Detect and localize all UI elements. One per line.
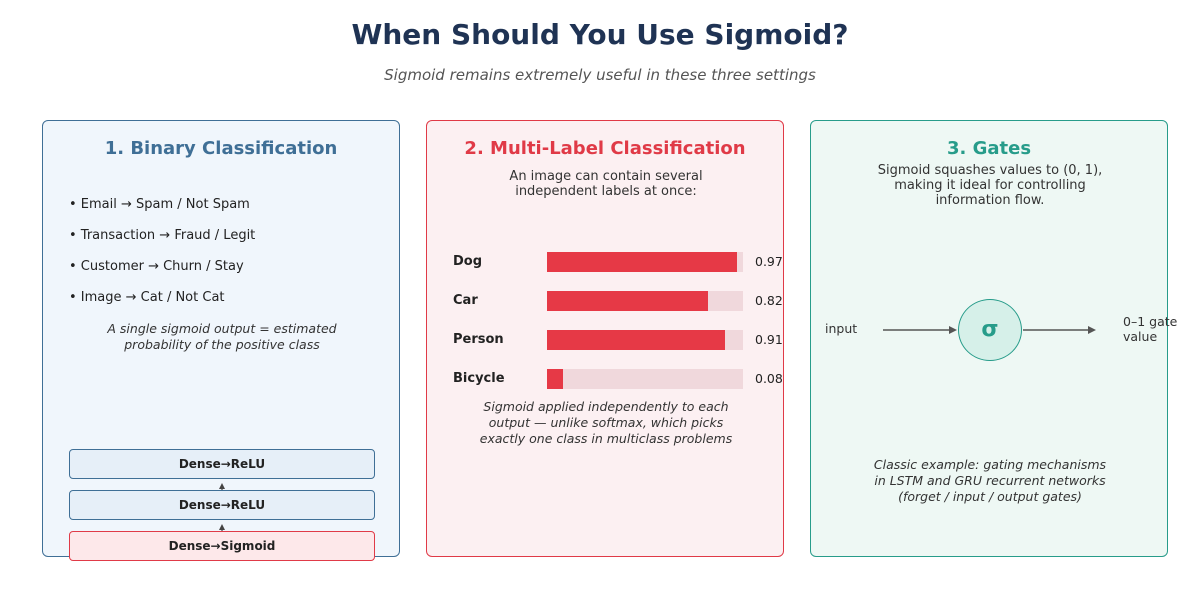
label-bar-row: Person 0.91	[427, 330, 785, 350]
probability-bar-fill	[547, 369, 563, 389]
label-name: Dog	[453, 254, 483, 269]
gates-intro-line: making it ideal for controlling	[894, 178, 1086, 193]
gate-flow-arrows	[883, 326, 1096, 334]
dense-relu-layer-2: Dense→ReLU	[69, 490, 375, 520]
multilabel-intro-line: An image can contain several	[509, 169, 703, 184]
gate-output-line: value	[1123, 329, 1158, 344]
dense-relu-layer-1: Dense→ReLU	[69, 449, 375, 479]
gates-note: Classic example: gating mechanisms in LS…	[831, 457, 1149, 505]
gate-output-line: 0–1 gate	[1123, 314, 1178, 329]
arrow-head-icon	[1088, 326, 1096, 334]
gates-card: 3. Gates Sigmoid squashes values to (0, …	[810, 120, 1177, 557]
gates-card-title: 3. Gates	[946, 138, 1032, 159]
dense-sigmoid-layer: Dense→Sigmoid	[69, 531, 375, 561]
gates-note-line: (forget / input / output gates)	[898, 489, 1082, 504]
probability-bar-fill	[547, 291, 708, 311]
label-name: Car	[453, 293, 478, 308]
sigmoid-node: σ	[958, 299, 1022, 361]
probability-bar-fill	[547, 252, 738, 272]
binary-note: A single sigmoid output = estimated prob…	[63, 321, 381, 353]
page-subtitle: Sigmoid remains extremely useful in thes…	[384, 66, 816, 84]
label-name: Bicycle	[453, 371, 505, 386]
label-name: Person	[453, 332, 504, 347]
probability-value: 0.82	[755, 293, 783, 308]
list-item: • Customer → Churn / Stay	[69, 259, 244, 274]
binary-card-title: 1. Binary Classification	[104, 138, 338, 159]
binary-note-line: A single sigmoid output = estimated	[107, 321, 337, 336]
binary-note-line: probability of the positive class	[124, 337, 320, 352]
multilabel-classification-card: 2. Multi-Label Classification An image c…	[426, 120, 784, 557]
probability-bar-track	[547, 369, 743, 389]
arrow-head-icon	[949, 326, 957, 334]
probability-value: 0.08	[755, 371, 783, 386]
multilabel-note-line: output — unlike softmax, which picks	[488, 415, 724, 430]
binary-classification-card: 1. Binary Classification • Email → Spam …	[42, 120, 400, 561]
list-item: • Image → Cat / Not Cat	[69, 290, 225, 305]
gates-note-line: Classic example: gating mechanisms	[873, 457, 1107, 472]
multilabel-note-line: Sigmoid applied independently to each	[483, 399, 729, 414]
probability-value: 0.97	[755, 254, 783, 269]
probability-bar-fill	[547, 330, 726, 350]
multilabel-note-line: exactly one class in multiclass problems	[479, 431, 733, 446]
label-bar-row: Car 0.82	[427, 291, 785, 311]
probability-bar-track	[547, 330, 743, 350]
page-title: When Should You Use Sigmoid?	[351, 18, 849, 51]
gates-intro-line: information flow.	[935, 193, 1045, 208]
gates-intro: Sigmoid squashes values to (0, 1), makin…	[841, 163, 1139, 208]
list-item: • Email → Spam / Not Spam	[69, 197, 250, 212]
multilabel-card-title: 2. Multi-Label Classification	[464, 138, 746, 159]
gate-input-label: input	[825, 321, 858, 336]
multilabel-intro: An image can contain several independent…	[457, 169, 755, 199]
gates-note-line: in LSTM and GRU recurrent networks	[874, 473, 1106, 488]
multilabel-note: Sigmoid applied independently to each ou…	[447, 399, 765, 447]
label-bar-row: Dog 0.97	[427, 252, 785, 272]
probability-bar-track	[547, 291, 743, 311]
multilabel-intro-line: independent labels at once:	[515, 184, 697, 199]
gate-output-label: 0–1 gate value	[1123, 314, 1183, 344]
gates-intro-line: Sigmoid squashes values to (0, 1),	[877, 163, 1103, 178]
list-item: • Transaction → Fraud / Legit	[69, 228, 256, 243]
binary-examples-list: • Email → Spam / Not Spam • Transaction …	[69, 197, 255, 321]
probability-value: 0.91	[755, 332, 783, 347]
probability-bar-track	[547, 252, 743, 272]
label-bar-row: Bicycle 0.08	[427, 369, 785, 389]
